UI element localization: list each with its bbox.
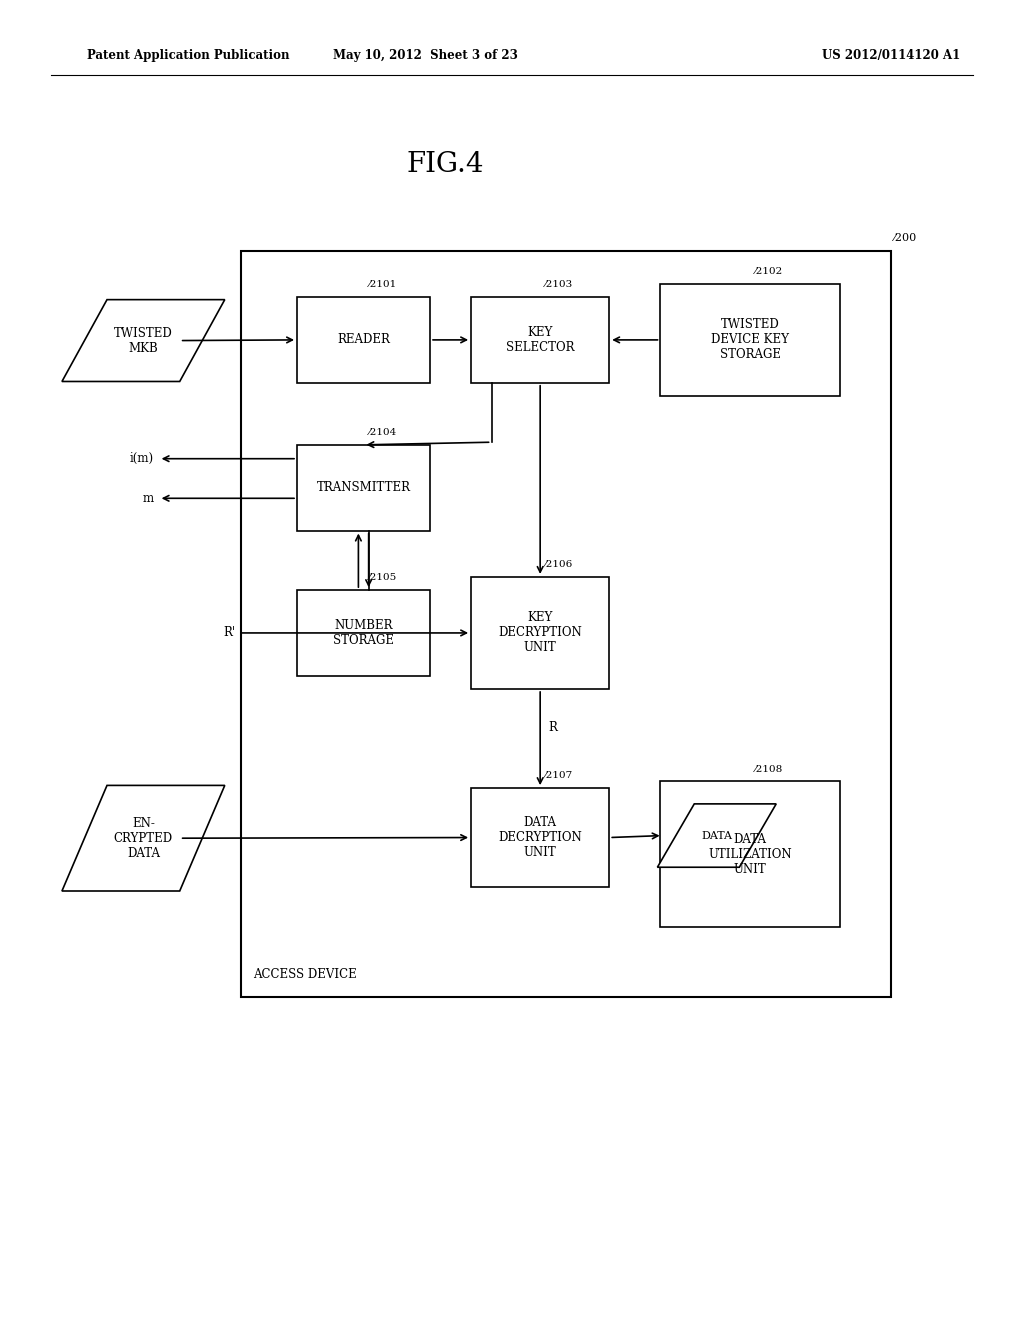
- Text: R': R': [223, 627, 236, 639]
- Text: KEY
SELECTOR: KEY SELECTOR: [506, 326, 574, 354]
- Polygon shape: [62, 785, 225, 891]
- Text: FIG.4: FIG.4: [407, 152, 484, 178]
- Text: i(m): i(m): [129, 453, 154, 465]
- Text: DATA
UTILIZATION
UNIT: DATA UTILIZATION UNIT: [709, 833, 792, 875]
- Text: ⁄2102: ⁄2102: [756, 267, 783, 276]
- Text: TRANSMITTER: TRANSMITTER: [316, 482, 411, 494]
- Text: May 10, 2012  Sheet 3 of 23: May 10, 2012 Sheet 3 of 23: [333, 49, 517, 62]
- Polygon shape: [657, 804, 776, 867]
- Bar: [660, 781, 840, 927]
- Polygon shape: [62, 300, 225, 381]
- Text: KEY
DECRYPTION
UNIT: KEY DECRYPTION UNIT: [499, 611, 582, 655]
- Bar: [241, 251, 891, 997]
- Bar: [297, 297, 430, 383]
- Text: READER: READER: [337, 334, 390, 346]
- Text: m: m: [142, 492, 154, 504]
- Text: ⁄2103: ⁄2103: [546, 280, 573, 289]
- Text: ⁄200: ⁄200: [893, 232, 916, 243]
- Text: DATA
DECRYPTION
UNIT: DATA DECRYPTION UNIT: [499, 816, 582, 859]
- Text: ⁄2108: ⁄2108: [756, 764, 783, 774]
- Text: ⁄2104: ⁄2104: [369, 428, 397, 437]
- Text: US 2012/0114120 A1: US 2012/0114120 A1: [821, 49, 961, 62]
- Text: ⁄2105: ⁄2105: [369, 573, 397, 582]
- Bar: [471, 788, 609, 887]
- Bar: [297, 590, 430, 676]
- Text: Patent Application Publication: Patent Application Publication: [87, 49, 290, 62]
- Text: TWISTED
MKB: TWISTED MKB: [114, 326, 173, 355]
- Bar: [297, 445, 430, 531]
- Bar: [471, 297, 609, 383]
- Bar: [471, 577, 609, 689]
- Text: ACCESS DEVICE: ACCESS DEVICE: [253, 968, 356, 981]
- Text: R: R: [549, 722, 557, 734]
- Text: DATA: DATA: [701, 830, 732, 841]
- Text: TWISTED
DEVICE KEY
STORAGE: TWISTED DEVICE KEY STORAGE: [711, 318, 790, 362]
- Text: ⁄2101: ⁄2101: [369, 280, 397, 289]
- Bar: [660, 284, 840, 396]
- Text: EN-
CRYPTED
DATA: EN- CRYPTED DATA: [114, 817, 173, 859]
- Text: NUMBER
STORAGE: NUMBER STORAGE: [333, 619, 394, 647]
- Text: ⁄2106: ⁄2106: [546, 560, 573, 569]
- Text: ⁄2107: ⁄2107: [546, 771, 573, 780]
